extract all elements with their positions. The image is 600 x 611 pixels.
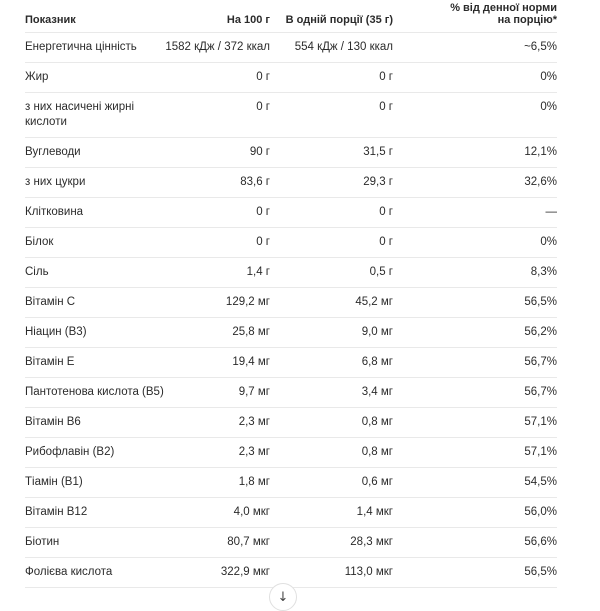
table-row: Жир 0 г 0 г 0% <box>25 63 557 93</box>
nutrient-label: Вітамін B6 <box>25 416 81 428</box>
table-row: Рибофлавін (B2) 2,3 мг 0,8 мг 57,1% <box>25 438 557 468</box>
value-daily-percent: 32,6% <box>524 176 557 188</box>
table-row: Клітковина 0 г 0 г — <box>25 198 557 228</box>
value-daily-percent: 56,5% <box>524 296 557 308</box>
value-per-serving: 0,5 г <box>369 266 393 278</box>
table-row: Біотин 80,7 мкг 28,3 мкг 56,6% <box>25 528 557 558</box>
value-per-100g: 0 г <box>256 71 270 83</box>
value-per-100g: 1,8 мг <box>238 476 270 488</box>
value-daily-percent: 0% <box>540 236 557 248</box>
table-row: Ніацин (B3) 25,8 мг 9,0 мг 56,2% <box>25 318 557 348</box>
value-daily-percent: ~6,5% <box>524 41 557 53</box>
value-per-100g: 0 г <box>256 236 270 248</box>
table-row: Вітамін B12 4,0 мкг 1,4 мкг 56,0% <box>25 498 557 528</box>
value-per-100g: 90 г <box>249 146 270 158</box>
nutrient-label: Ніацин (B3) <box>25 326 87 338</box>
table-row: з них цукри 83,6 г 29,3 г 32,6% <box>25 168 557 198</box>
value-daily-percent: 56,7% <box>524 386 557 398</box>
value-per-100g: 2,3 мг <box>238 446 270 458</box>
value-per-serving: 0 г <box>379 101 393 113</box>
value-per-serving: 3,4 мг <box>361 386 393 398</box>
table-row: Фолієва кислота 322,9 мкг 113,0 мкг 56,5… <box>25 558 557 588</box>
value-per-100g: 0 г <box>256 101 270 113</box>
value-per-100g: 25,8 мг <box>232 326 270 338</box>
column-header-per-100g: На 100 г <box>226 13 270 26</box>
value-per-serving: 554 кДж / 130 ккал <box>294 41 393 53</box>
nutrient-label: Тіамін (B1) <box>25 476 83 488</box>
value-per-100g: 129,2 мг <box>225 296 270 308</box>
table-row: з них насичені жирні кислоти 0 г 0 г 0% <box>25 93 557 138</box>
value-per-serving: 31,5 г <box>363 146 393 158</box>
table-row: Вуглеводи 90 г 31,5 г 12,1% <box>25 138 557 168</box>
value-per-100g: 2,3 мг <box>238 416 270 428</box>
column-header-per-serving: В одній порції (35 г) <box>285 13 393 26</box>
value-per-serving: 6,8 мг <box>361 356 393 368</box>
table-header-row: Показник На 100 г В одній порції (35 г) … <box>25 0 557 33</box>
value-per-serving: 0,6 мг <box>361 476 393 488</box>
scroll-down-button[interactable]: ↓ <box>269 583 297 611</box>
table-row: Сіль 1,4 г 0,5 г 8,3% <box>25 258 557 288</box>
nutrient-label: з них цукри <box>25 176 86 188</box>
value-per-100g: 9,7 мг <box>238 386 270 398</box>
table-row: Вітамін B6 2,3 мг 0,8 мг 57,1% <box>25 408 557 438</box>
value-per-serving: 0 г <box>379 71 393 83</box>
nutrient-label: Вуглеводи <box>25 146 81 158</box>
value-per-100g: 1582 кДж / 372 ккал <box>165 41 270 53</box>
nutrient-label: Пантотенова кислота (B5) <box>25 386 164 398</box>
value-per-100g: 83,6 г <box>240 176 270 188</box>
value-daily-percent: 56,7% <box>524 356 557 368</box>
value-per-serving: 28,3 мкг <box>350 536 393 548</box>
nutrient-label: Рибофлавін (B2) <box>25 446 115 458</box>
nutrient-label: Сіль <box>25 266 49 278</box>
table-row: Вітамін E 19,4 мг 6,8 мг 56,7% <box>25 348 557 378</box>
value-per-100g: 19,4 мг <box>232 356 270 368</box>
table-body: Енергетична цінність 1582 кДж / 372 ккал… <box>25 33 557 588</box>
value-per-serving: 1,4 мкг <box>356 506 393 518</box>
nutrient-label: Вітамін B12 <box>25 506 88 518</box>
value-per-100g: 4,0 мкг <box>233 506 270 518</box>
value-daily-percent: 0% <box>540 101 557 113</box>
value-daily-percent: — <box>545 206 558 218</box>
table-row: Пантотенова кислота (B5) 9,7 мг 3,4 мг 5… <box>25 378 557 408</box>
value-daily-percent: 56,2% <box>524 326 557 338</box>
value-per-serving: 0,8 мг <box>361 446 393 458</box>
value-daily-percent: 12,1% <box>524 146 557 158</box>
nutrient-label: Клітковина <box>25 206 84 218</box>
nutrient-label: Вітамін E <box>25 356 75 368</box>
nutrient-label: Енергетична цінність <box>25 41 137 53</box>
value-daily-percent: 0% <box>540 71 557 83</box>
arrow-down-icon: ↓ <box>277 589 289 605</box>
nutrient-label: Жир <box>25 71 49 83</box>
value-per-100g: 80,7 мкг <box>227 536 270 548</box>
value-per-100g: 322,9 мкг <box>220 566 270 578</box>
table-row: Вітамін C 129,2 мг 45,2 мг 56,5% <box>25 288 557 318</box>
value-daily-percent: 54,5% <box>524 476 557 488</box>
nutrient-label: Біотин <box>25 536 60 548</box>
value-per-serving: 9,0 мг <box>361 326 393 338</box>
value-daily-percent: 8,3% <box>530 266 557 278</box>
value-daily-percent: 57,1% <box>524 446 557 458</box>
value-per-serving: 0 г <box>379 206 393 218</box>
nutrition-facts-table: Показник На 100 г В одній порції (35 г) … <box>25 0 557 588</box>
nutrient-label: Вітамін C <box>25 296 76 308</box>
value-daily-percent: 56,0% <box>524 506 557 518</box>
table-row: Енергетична цінність 1582 кДж / 372 ккал… <box>25 33 557 63</box>
value-per-serving: 0 г <box>379 236 393 248</box>
value-per-100g: 0 г <box>256 206 270 218</box>
nutrient-label: Білок <box>25 236 54 248</box>
value-per-100g: 1,4 г <box>246 266 270 278</box>
value-per-serving: 0,8 мг <box>361 416 393 428</box>
value-daily-percent: 56,5% <box>524 566 557 578</box>
value-daily-percent: 57,1% <box>524 416 557 428</box>
value-daily-percent: 56,6% <box>524 536 557 548</box>
value-per-serving: 113,0 мкг <box>344 566 393 578</box>
value-per-serving: 45,2 мг <box>355 296 393 308</box>
nutrient-label: з них насичені жирні кислоти <box>25 101 135 128</box>
table-row: Білок 0 г 0 г 0% <box>25 228 557 258</box>
value-per-serving: 29,3 г <box>363 176 393 188</box>
column-header-daily-value: % від денної норми на порцію* <box>450 2 557 26</box>
table-row: Тіамін (B1) 1,8 мг 0,6 мг 54,5% <box>25 468 557 498</box>
nutrient-label: Фолієва кислота <box>25 566 113 578</box>
column-header-indicator: Показник <box>25 13 76 26</box>
